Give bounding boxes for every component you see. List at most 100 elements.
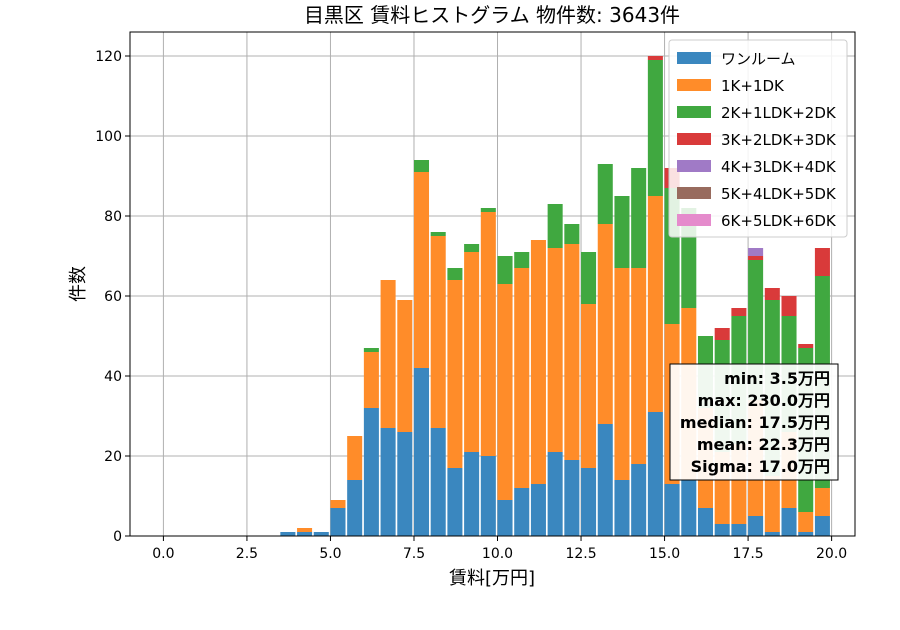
legend: ワンルーム 1K+1DK 2K+1LDK+2DK 3K+2LDK+3DK 4K+3LDK…	[668, 39, 848, 238]
bar-segment	[597, 224, 613, 424]
bar-segment	[697, 508, 714, 536]
bar-segment	[430, 428, 446, 536]
legend-entry: 5K+4LDK+5DK	[721, 185, 837, 203]
stats-box: min: 3.5万円 max: 230.0万円 median: 17.5万円 mean…	[669, 363, 839, 481]
bar-segment	[397, 300, 413, 432]
bar-segment	[280, 532, 296, 536]
x-tick-label: 15.0	[649, 546, 680, 562]
bar-segment	[497, 500, 513, 536]
bar-segment	[764, 532, 780, 536]
stats-line: max: 230.0万円	[698, 391, 830, 410]
bar-segment	[480, 208, 496, 212]
bar-segment	[380, 428, 396, 536]
bar-segment	[631, 464, 647, 536]
bar-segment	[781, 296, 797, 316]
legend-entry: 3K+2LDK+3DK	[721, 131, 837, 149]
y-tick-label: 20	[104, 449, 122, 465]
stats-line: mean: 22.3万円	[697, 435, 830, 454]
stats-line: median: 17.5万円	[680, 413, 830, 432]
bar-segment	[480, 456, 496, 536]
legend-swatch	[677, 214, 711, 226]
bar-segment	[731, 308, 747, 316]
legend-swatch	[677, 106, 711, 118]
legend-entry: 1K+1DK	[721, 77, 785, 95]
x-tick-label: 2.5	[236, 546, 258, 562]
bar-segment	[380, 280, 396, 428]
x-tick-label: 17.5	[733, 546, 764, 562]
bar-segment	[413, 172, 430, 368]
bar-segment	[313, 532, 329, 536]
bar-segment	[714, 524, 730, 536]
bar-segment	[514, 488, 530, 536]
bar-segment	[564, 224, 580, 244]
bar-segment	[430, 236, 446, 428]
bar-segment	[631, 268, 647, 464]
bar-segment	[631, 168, 647, 268]
bar-segment	[363, 408, 379, 536]
x-tick-label: 5.0	[319, 546, 341, 562]
legend-swatch	[677, 187, 711, 199]
bar-segment	[581, 304, 597, 468]
bar-segment	[764, 476, 780, 532]
bar-segment	[514, 268, 530, 488]
legend-entry: 6K+5LDK+6DK	[721, 212, 837, 230]
bar-segment	[464, 452, 480, 536]
bar-segment	[647, 196, 663, 412]
bar-segment	[647, 60, 663, 196]
legend-swatch	[677, 52, 711, 64]
bar-segment	[798, 344, 814, 348]
bar-segment	[547, 452, 563, 536]
bar-segment	[647, 412, 663, 536]
x-tick-label: 7.5	[403, 546, 425, 562]
bar-segment	[798, 532, 814, 536]
bar-segment	[814, 516, 830, 536]
bar-segment	[497, 284, 513, 500]
bar-segment	[447, 468, 463, 536]
stats-line: min: 3.5万円	[724, 369, 830, 388]
bar-segment	[413, 160, 430, 172]
legend-entry: ワンルーム	[721, 50, 796, 68]
bar-segment	[564, 244, 580, 460]
y-tick-label: 100	[95, 129, 122, 145]
bar-segment	[397, 432, 413, 536]
y-tick-label: 120	[95, 49, 122, 65]
bar-segment	[447, 280, 463, 468]
y-tick-label: 60	[104, 289, 122, 305]
bar-segment	[497, 256, 513, 284]
bar-segment	[363, 352, 379, 408]
bar-segment	[363, 348, 379, 352]
bar-segment	[547, 204, 563, 248]
x-axis-label: 賃料[万円]	[449, 568, 535, 589]
bar-segment	[464, 252, 480, 452]
bar-segment	[614, 480, 630, 536]
bar-segment	[647, 56, 663, 60]
bar-segment	[614, 196, 630, 268]
bar-segment	[614, 268, 630, 480]
x-tick-label: 12.5	[565, 546, 596, 562]
bar-segment	[581, 468, 597, 536]
bar-segment	[597, 424, 613, 536]
bar-segment	[530, 484, 546, 536]
bar-segment	[814, 488, 830, 516]
bar-segment	[748, 256, 764, 260]
legend-entry: 2K+1LDK+2DK	[721, 104, 837, 122]
bar-segment	[748, 516, 764, 536]
y-axis-ticks: 0 20 40 60 80 100 120	[95, 49, 130, 545]
y-tick-label: 40	[104, 369, 122, 385]
chart-title: 目黒区 賃料ヒストグラム 物件数: 3643件	[304, 3, 680, 27]
bar-segment	[297, 532, 313, 536]
bar-segment	[447, 268, 463, 280]
bar-segment	[581, 252, 597, 304]
legend-swatch	[677, 160, 711, 172]
bar-segment	[781, 508, 797, 536]
legend-swatch	[677, 133, 711, 145]
bar-segment	[430, 232, 446, 236]
bar-segment	[798, 512, 814, 532]
y-tick-label: 0	[113, 529, 122, 545]
x-tick-label: 20.0	[816, 546, 847, 562]
stats-line: Sigma: 17.0万円	[691, 457, 830, 476]
x-tick-label: 10.0	[482, 546, 513, 562]
legend-frame	[668, 39, 848, 238]
bar-segment	[731, 524, 747, 536]
